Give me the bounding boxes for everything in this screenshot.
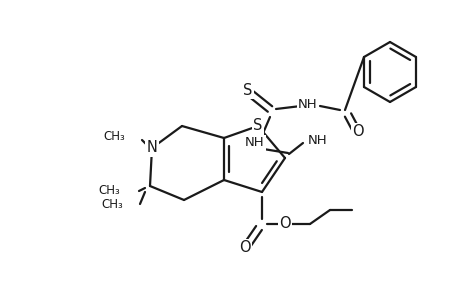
- Text: NH: NH: [245, 136, 264, 149]
- Text: CH₃: CH₃: [103, 130, 125, 142]
- Text: S: S: [253, 118, 262, 134]
- Text: NH: NH: [297, 98, 317, 110]
- Text: CH₃: CH₃: [101, 197, 123, 211]
- Text: NH: NH: [308, 134, 327, 146]
- Text: S: S: [243, 82, 252, 98]
- Text: O: O: [239, 241, 250, 256]
- Text: CH₃: CH₃: [98, 184, 120, 197]
- Text: O: O: [279, 217, 290, 232]
- Text: N: N: [146, 140, 157, 155]
- Text: O: O: [352, 124, 363, 140]
